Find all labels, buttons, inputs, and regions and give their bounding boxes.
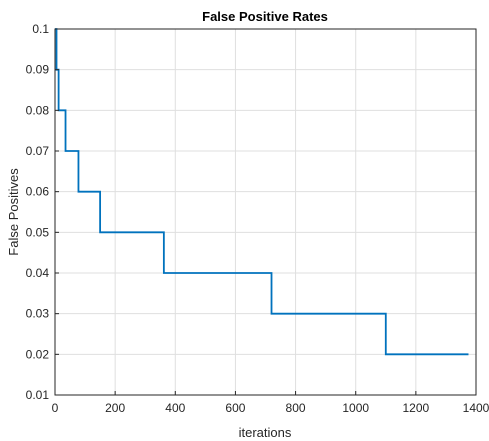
y-tick-label: 0.06 xyxy=(26,185,50,199)
x-axis-label: iterations xyxy=(239,425,292,440)
y-tick-label: 0.02 xyxy=(26,347,50,361)
y-tick-label: 0.05 xyxy=(26,225,50,239)
grid xyxy=(55,29,476,395)
chart-title: False Positive Rates xyxy=(202,9,328,24)
plot-area xyxy=(55,29,476,395)
y-tick-label: 0.04 xyxy=(26,266,50,280)
x-tick-label: 800 xyxy=(286,401,306,415)
x-tick-label: 400 xyxy=(165,401,185,415)
x-tick-label: 1200 xyxy=(403,401,430,415)
x-tick-label: 0 xyxy=(52,401,59,415)
x-tick-label: 200 xyxy=(105,401,125,415)
y-tick-label: 0.01 xyxy=(26,388,50,402)
y-tick-label: 0.07 xyxy=(26,144,50,158)
x-tick-label: 600 xyxy=(225,401,245,415)
tick-group: 0 200 400 600 800 1000 1200 1400 0.01 0.02 0.03 0.0… xyxy=(26,22,489,415)
x-tick-label: 1400 xyxy=(463,401,489,415)
x-tick-label: 1000 xyxy=(342,401,369,415)
y-tick-label: 0.08 xyxy=(26,103,50,117)
y-tick-label: 0.1 xyxy=(32,22,49,36)
y-tick-label: 0.03 xyxy=(26,307,50,321)
y-tick-label: 0.09 xyxy=(26,63,50,77)
y-axis-label: False Positives xyxy=(6,168,21,256)
axes-box xyxy=(54,28,477,396)
